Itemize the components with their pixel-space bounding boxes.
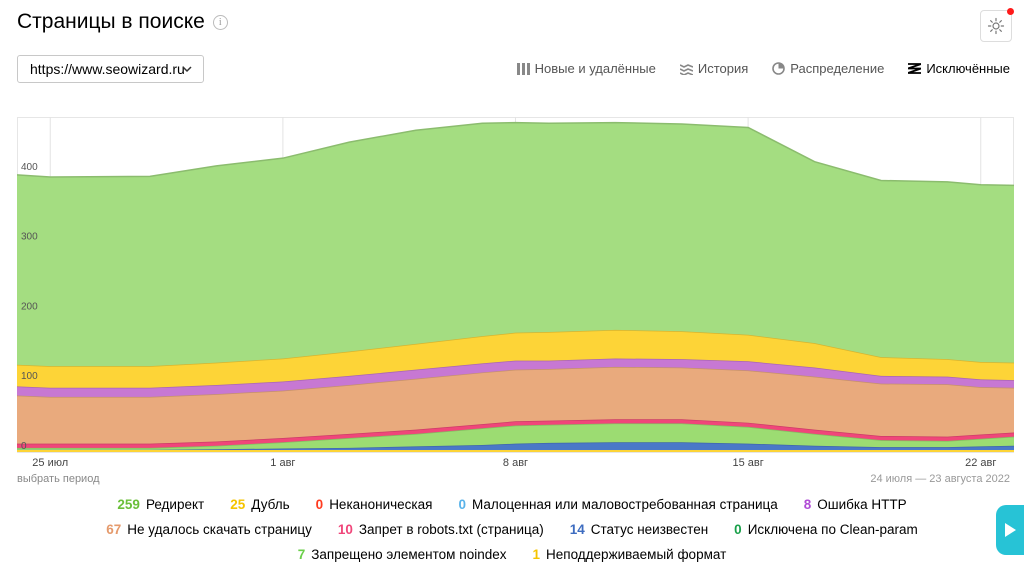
- legend-item[interactable]: 14 Статус неизвестен: [570, 522, 708, 537]
- area-series[interactable]: [17, 329, 1014, 388]
- legend-count: 67: [106, 522, 122, 537]
- legend-label: Не удалось скачать страницу: [127, 522, 312, 537]
- y-tick-label: 300: [21, 232, 38, 243]
- gear-icon: [987, 17, 1005, 35]
- page-title: Страницы в поиске: [17, 10, 205, 33]
- x-tick-label: 1 авг: [270, 457, 295, 469]
- settings-button[interactable]: [980, 8, 1014, 42]
- bars-icon: [516, 63, 530, 75]
- notification-dot: [1007, 8, 1014, 15]
- legend-count: 259: [117, 497, 140, 512]
- area-series[interactable]: [17, 366, 1014, 444]
- tab-label: Новые и удалённые: [534, 61, 656, 76]
- choose-period-link[interactable]: выбрать период: [17, 473, 100, 485]
- excluded-icon: [908, 63, 922, 74]
- chart: 0 100 200 300 400 25 июл 1 авг 8 авг 15 авг 22 а…: [16, 117, 1015, 474]
- legend-count: 0: [734, 522, 742, 537]
- legend-count: 14: [569, 522, 585, 537]
- tab-excluded[interactable]: Исключённые: [908, 61, 1010, 76]
- legend-count: 25: [230, 497, 246, 512]
- x-tick-label: 8 авг: [503, 457, 528, 469]
- tab-label: Распределение: [790, 61, 885, 76]
- x-tick-label: 25 июл: [32, 457, 68, 469]
- area-series-edge: [16, 121, 1015, 187]
- x-tick-label: 15 авг: [733, 457, 764, 469]
- view-tabs: Новые и удалённые История Распределение …: [516, 61, 1010, 76]
- legend-item[interactable]: 7 Запрещено элементом noindex: [298, 547, 507, 562]
- legend-row: 7 Запрещено элементом noindex 1 Неподдержи…: [0, 547, 1024, 562]
- history-icon: [679, 64, 693, 75]
- tab-label: Исключённые: [926, 61, 1010, 76]
- site-select-value: https://www.seowizard.ru: [30, 61, 185, 77]
- legend-label: Редирект: [145, 497, 205, 512]
- side-app-button[interactable]: [996, 505, 1024, 555]
- tab-label: История: [697, 61, 749, 76]
- legend-label: Малоценная или маловостребованная страни…: [471, 497, 778, 512]
- legend-item[interactable]: 0 Неканоническая: [316, 497, 433, 512]
- legend-count: 10: [337, 522, 353, 537]
- legend-label: Неподдерживаемый формат: [546, 547, 727, 562]
- tab-distribution[interactable]: Распределение: [772, 61, 884, 76]
- y-tick-label: 100: [21, 371, 38, 382]
- legend-item[interactable]: 1 Неподдерживаемый формат: [533, 547, 727, 562]
- tab-history[interactable]: История: [679, 61, 749, 76]
- chevron-down-icon: [182, 66, 192, 73]
- legend-label: Неканоническая: [329, 497, 433, 512]
- header: Страницы в поиске i: [17, 10, 228, 34]
- legend-item[interactable]: 10 Запрет в robots.txt (страница): [338, 522, 544, 537]
- legend-count: 8: [803, 497, 812, 512]
- y-tick-label: 400: [21, 162, 38, 173]
- legend-item[interactable]: 0 Исключена по Clean-param: [734, 522, 918, 537]
- legend-label: Ошибка HTTP: [817, 497, 907, 512]
- site-select[interactable]: https://www.seowizard.ru: [17, 55, 204, 83]
- y-tick-label: 200: [21, 301, 38, 312]
- area-series[interactable]: [17, 122, 1014, 367]
- legend-row: 67 Не удалось скачать страницу 10 Запрет в…: [0, 522, 1024, 537]
- info-icon[interactable]: i: [212, 14, 228, 30]
- legend-count: 0: [458, 497, 466, 512]
- legend-count: 7: [297, 547, 306, 562]
- legend-item[interactable]: 25 Дубль: [230, 497, 289, 512]
- stacked-area-chart: 0 100 200 300 400 25 июл 1 авг 8 авг 15 авг 22 а…: [16, 117, 1015, 469]
- legend-row: 259 Редирект 25 Дубль 0 Неканоническая 0 Мал…: [0, 497, 1024, 512]
- date-range: 24 июля — 23 августа 2022: [870, 473, 1010, 485]
- legend-item[interactable]: 0 Малоценная или маловостребованная стран…: [458, 497, 777, 512]
- x-tick-label: 22 авг: [965, 457, 996, 469]
- tab-new-deleted[interactable]: Новые и удалённые: [516, 61, 656, 76]
- area-series[interactable]: [17, 419, 1014, 448]
- legend-item[interactable]: 67 Не удалось скачать страницу: [106, 522, 312, 537]
- legend-count: 0: [315, 497, 324, 512]
- legend-label: Запрет в robots.txt (страница): [358, 522, 544, 537]
- y-tick-label: 0: [21, 441, 27, 452]
- legend-count: 1: [532, 547, 541, 562]
- legend-label: Дубль: [251, 497, 290, 512]
- legend-label: Статус неизвестен: [590, 522, 709, 537]
- legend: 259 Редирект 25 Дубль 0 Неканоническая 0 Мал…: [0, 497, 1024, 572]
- legend-item[interactable]: 259 Редирект: [117, 497, 204, 512]
- area-series[interactable]: [17, 358, 1014, 397]
- legend-label: Запрещено элементом noindex: [311, 547, 507, 562]
- pie-icon: [772, 62, 786, 75]
- play-icon: [1005, 523, 1016, 537]
- legend-label: Исключена по Clean-param: [747, 522, 918, 537]
- legend-item[interactable]: 8 Ошибка HTTP: [804, 497, 907, 512]
